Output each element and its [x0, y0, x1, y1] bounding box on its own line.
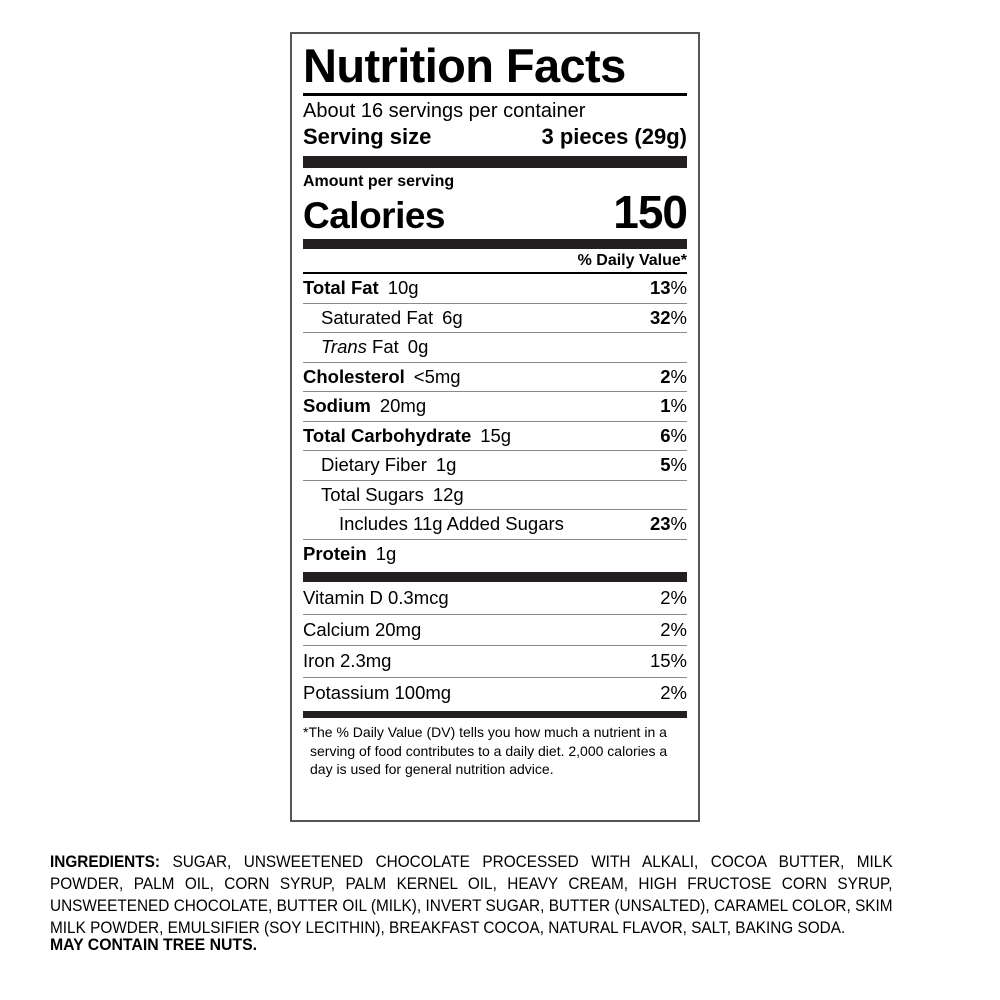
nutrient-name: Includes 11g Added Sugars	[339, 513, 564, 535]
micronutrient-name: Calcium 20mg	[303, 618, 422, 640]
nutrient-row: Saturated Fat 6g 32%	[303, 302, 687, 333]
nutrient-row: Total Carbohydrate 15g 6%	[303, 420, 687, 451]
page-title: Nutrition Facts	[303, 39, 626, 92]
nutrient-amount: 0g	[407, 336, 429, 358]
nutrient-amount: 12g	[432, 483, 464, 505]
micronutrient-row: Potassium 100mg 2%	[303, 676, 687, 709]
nutrient-row: Protein 1g	[303, 538, 687, 569]
amount-per-serving-label: Amount per serving	[303, 173, 455, 191]
nutrition-facts-panel: Nutrition Facts About 16 servings per co…	[290, 32, 700, 822]
nutrient-name: Saturated Fat 6g	[321, 306, 463, 328]
ingredients-text: SUGAR, UNSWEETENED CHOCOLATE PROCESSED W…	[50, 853, 893, 937]
nutrient-name: Cholesterol <5mg	[303, 365, 461, 387]
calories-label: Calories	[303, 194, 446, 236]
serving-size-label: Serving size	[303, 124, 432, 149]
nutrient-name: Total Fat 10g	[303, 277, 419, 299]
nutrient-amount: 10g	[387, 277, 419, 299]
serving-size-row: Serving size 3 pieces (29g)	[303, 124, 687, 151]
daily-value-footnote: *The % Daily Value (DV) tells you how mu…	[303, 724, 668, 778]
daily-value-header: % Daily Value*	[577, 252, 687, 270]
nutrient-daily-value: 2%	[660, 365, 687, 387]
micronutrient-row: Iron 2.3mg 15%	[303, 645, 687, 677]
nutrient-amount: 1g	[375, 542, 397, 564]
micronutrient-name: Vitamin D 0.3mcg	[303, 587, 449, 609]
nutrient-daily-value: 1%	[660, 395, 687, 417]
nutrient-amount: <5mg	[413, 365, 461, 387]
nutrient-row: Total Fat 10g 13%	[303, 272, 687, 303]
nutrient-amount: 15g	[480, 424, 512, 446]
ingredients-statement: INGREDIENTS: SUGAR, UNSWEETENED CHOCOLAT…	[50, 852, 893, 940]
nutrient-name: Trans Fat 0g	[321, 336, 429, 358]
micronutrient-daily-value: 2%	[660, 618, 687, 640]
micronutrient-list: Vitamin D 0.3mcg 2% Calcium 20mg 2% Iron 2.3…	[303, 582, 687, 708]
serving-size-value: 3 pieces (29g)	[541, 124, 687, 149]
micronutrient-row: Vitamin D 0.3mcg 2%	[303, 582, 687, 614]
nutrient-name: Protein 1g	[303, 542, 397, 564]
title-divider	[303, 93, 687, 96]
thick-divider-footnote	[303, 711, 687, 719]
nutrient-list: Total Fat 10g 13% Saturated Fat 6g 32% Trans F…	[303, 272, 687, 568]
thick-divider-top	[303, 156, 687, 169]
nutrient-row: Includes 11g Added Sugars 23%	[339, 509, 687, 539]
allergen-statement: MAY CONTAIN TREE NUTS.	[50, 935, 258, 954]
nutrient-amount: 6g	[442, 306, 463, 328]
nutrient-row: Sodium 20mg 1%	[303, 391, 687, 421]
micronutrient-daily-value: 2%	[660, 681, 687, 703]
nutrient-name: Sodium 20mg	[303, 395, 427, 417]
calories-row: Calories 150	[303, 186, 688, 239]
nutrient-name: Total Carbohydrate 15g	[303, 424, 512, 446]
servings-per-container: About 16 servings per container	[303, 100, 586, 122]
nutrient-row: Dietary Fiber 1g 5%	[303, 450, 687, 480]
ingredients-label: INGREDIENTS:	[50, 853, 160, 871]
nutrient-row: Cholesterol <5mg 2%	[303, 361, 687, 392]
nutrient-name: Total Sugars 12g	[321, 483, 464, 505]
nutrient-name: Dietary Fiber 1g	[321, 454, 457, 476]
nutrient-amount: 1g	[435, 454, 457, 476]
micronutrient-row: Calcium 20mg 2%	[303, 613, 687, 646]
nutrient-daily-value: 5%	[660, 454, 687, 476]
micronutrient-name: Iron 2.3mg	[303, 650, 392, 672]
thick-divider-calories	[303, 239, 687, 250]
nutrient-daily-value: 32%	[649, 306, 687, 328]
nutrient-row: Total Sugars 12g	[303, 479, 687, 510]
nutrient-amount: 20mg	[379, 395, 427, 417]
nutrient-daily-value: 23%	[649, 513, 687, 535]
micronutrient-daily-value: 2%	[660, 587, 687, 609]
thick-divider-protein	[303, 572, 687, 583]
micronutrient-daily-value: 15%	[649, 650, 687, 672]
nutrient-row: Trans Fat 0g	[303, 332, 687, 362]
micronutrient-name: Potassium 100mg	[303, 681, 452, 703]
calories-value: 150	[613, 186, 688, 239]
nutrient-daily-value: 6%	[660, 424, 687, 446]
nutrient-daily-value: 13%	[649, 277, 687, 299]
